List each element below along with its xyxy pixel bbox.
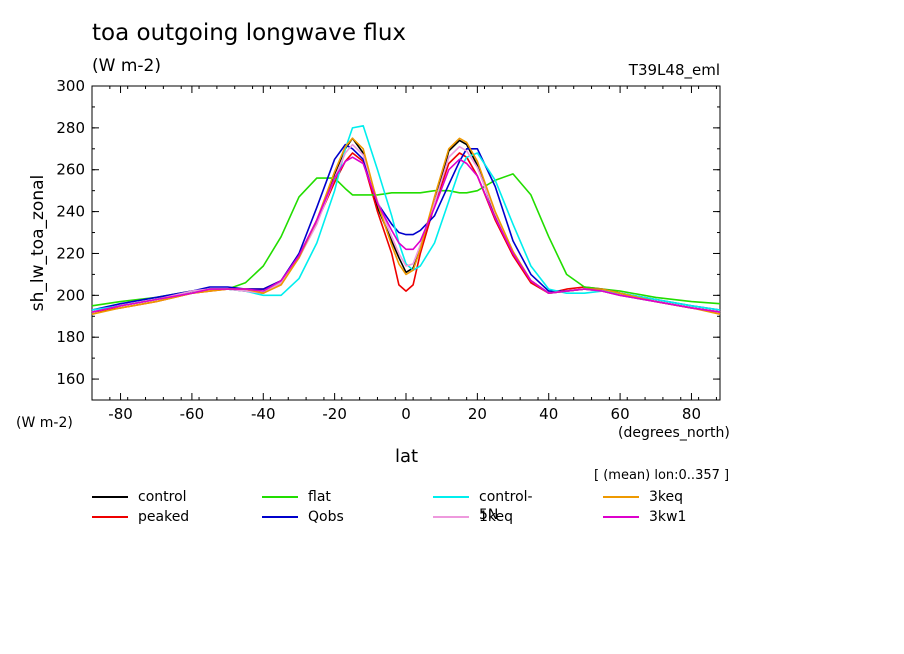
series-line-control-5n bbox=[91, 125, 721, 311]
legend-swatch bbox=[433, 496, 469, 498]
legend-label: control bbox=[138, 489, 187, 505]
series-line-3keq bbox=[91, 137, 721, 315]
legend-swatch bbox=[92, 516, 128, 518]
series-line-qobs bbox=[91, 143, 721, 311]
legend-label: 1keq bbox=[479, 509, 514, 525]
series-line-3kw1 bbox=[91, 156, 721, 313]
legend-label: flat bbox=[308, 489, 331, 505]
x-tick-label: 20 bbox=[468, 405, 487, 423]
legend-label: 3kw1 bbox=[649, 509, 687, 525]
legend-swatch bbox=[603, 516, 639, 518]
mean-note: [ (mean) lon:0..357 ] bbox=[594, 468, 730, 483]
legend-label: Qobs bbox=[308, 509, 344, 525]
x-tick-label: -40 bbox=[251, 405, 276, 423]
legend-swatch bbox=[262, 516, 298, 518]
legend-label: peaked bbox=[138, 509, 190, 525]
y-tick-label: 220 bbox=[56, 244, 85, 262]
series-line-peaked bbox=[91, 152, 721, 313]
x-tick-label: 80 bbox=[682, 405, 701, 423]
run-label: T39L48_eml bbox=[628, 61, 720, 79]
y-tick-label: 280 bbox=[56, 119, 85, 137]
legend-swatch bbox=[262, 496, 298, 498]
y-tick-label: 260 bbox=[56, 161, 85, 179]
x-axis-units: (degrees_north) bbox=[618, 425, 730, 441]
y-tick-label: 300 bbox=[56, 77, 85, 95]
x-axis-label: lat bbox=[395, 446, 419, 467]
y-tick-label: 240 bbox=[56, 203, 85, 221]
x-tick-label: -20 bbox=[322, 405, 347, 423]
y-axis-units: (W m-2) bbox=[16, 415, 73, 431]
series-line-flat bbox=[91, 173, 721, 307]
x-tick-label: 60 bbox=[611, 405, 630, 423]
chart-title: toa outgoing longwave flux bbox=[92, 20, 407, 46]
x-tick-label: 40 bbox=[539, 405, 558, 423]
y-tick-label: 180 bbox=[56, 328, 85, 346]
plot-frame bbox=[91, 85, 721, 401]
series-line-1keq bbox=[91, 143, 721, 313]
legend-swatch bbox=[603, 496, 639, 498]
legend-swatch bbox=[433, 516, 469, 518]
legend-label: 3keq bbox=[649, 489, 684, 505]
legend-swatch bbox=[92, 496, 128, 498]
x-tick-label: -80 bbox=[108, 405, 133, 423]
y-tick-label: 160 bbox=[56, 370, 85, 388]
y-tick-label: 200 bbox=[56, 286, 85, 304]
chart-units: (W m-2) bbox=[92, 56, 161, 76]
x-tick-label: 0 bbox=[401, 405, 411, 423]
x-tick-label: -60 bbox=[180, 405, 205, 423]
series-line-control bbox=[91, 137, 721, 313]
legend-label: control-5N bbox=[479, 489, 533, 523]
